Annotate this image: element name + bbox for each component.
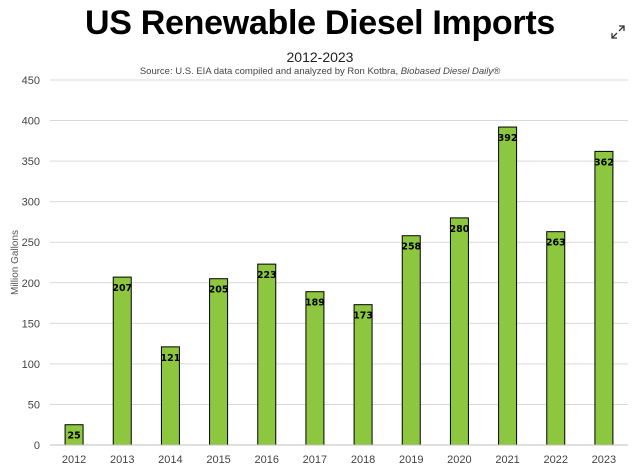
y-tick-label: 100 (22, 359, 40, 371)
chart-title: US Renewable Diesel Imports (85, 4, 555, 42)
y-tick-label: 350 (22, 156, 40, 168)
chart-source: Source: U.S. EIA data compiled and analy… (0, 66, 640, 77)
data-label: 205 (209, 285, 229, 296)
data-label: 263 (546, 238, 566, 249)
bar (498, 126, 518, 446)
y-tick-label: 0 (34, 440, 40, 452)
x-tick-label: 2021 (495, 454, 519, 466)
gridlines (50, 79, 628, 446)
bar (401, 235, 421, 446)
bar (112, 276, 132, 446)
bar (209, 278, 229, 446)
chart-subtitle: 2012-2023 (286, 49, 354, 65)
data-label: 25 (67, 431, 80, 442)
data-label: 223 (257, 270, 277, 281)
x-tick-label: 2014 (158, 454, 182, 466)
y-tick-label: 250 (22, 237, 40, 249)
data-label: 207 (112, 283, 132, 294)
x-tick-label: 2018 (351, 454, 375, 466)
data-label: 173 (353, 311, 373, 322)
data-label: 258 (401, 242, 421, 253)
y-tick-label: 400 (22, 116, 40, 128)
bar (546, 231, 566, 446)
data-label: 189 (305, 298, 325, 309)
source-text: Source: U.S. EIA data compiled and analy… (139, 66, 401, 77)
x-tick-label: 2020 (447, 454, 471, 466)
bar (353, 304, 373, 446)
x-tick-label: 2017 (303, 454, 327, 466)
y-tick-label: 300 (22, 197, 40, 209)
x-axis-ticks: 2012 2013 2014 2015 2016 2017 2018 2019 2020 2021… (62, 454, 616, 466)
y-tick-label: 200 (22, 278, 40, 290)
data-label: 280 (449, 224, 469, 235)
x-tick-label: 2022 (544, 454, 568, 466)
bar (449, 217, 469, 446)
y-tick-label: 150 (22, 318, 40, 330)
x-tick-label: 2019 (399, 454, 423, 466)
x-tick-label: 2013 (110, 454, 134, 466)
x-tick-label: 2015 (206, 454, 230, 466)
data-label: 362 (594, 157, 614, 168)
y-axis-label: Million Gallons (10, 230, 21, 295)
bars (64, 126, 614, 446)
x-tick-label: 2016 (255, 454, 279, 466)
data-labels: 25 207 121 205 223 189 173 258 280 392 263 362 (67, 133, 613, 442)
bar (305, 291, 325, 446)
y-tick-label: 50 (28, 399, 40, 411)
x-tick-label: 2012 (62, 454, 86, 466)
x-tick-label: 2023 (592, 454, 616, 466)
source-publication: Biobased Diesel Daily® (400, 66, 501, 77)
bar (594, 150, 614, 446)
y-axis-ticks: 0 50 100 150 200 250 300 350 400 450 (22, 75, 40, 452)
data-label: 121 (160, 353, 180, 364)
bar (257, 263, 277, 446)
data-label: 392 (498, 133, 518, 144)
expand-arrows-icon[interactable] (610, 24, 626, 40)
y-tick-label: 450 (22, 75, 40, 87)
